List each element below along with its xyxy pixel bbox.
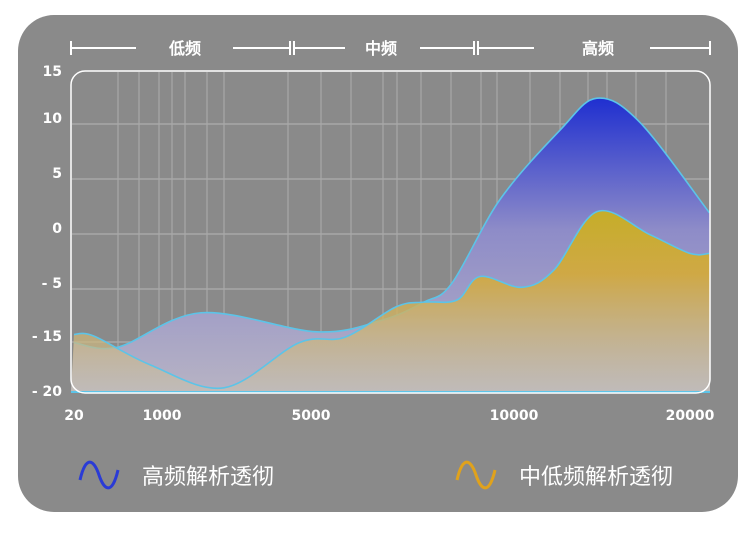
- y-tick-label: - 15: [32, 329, 62, 345]
- x-tick-label: 20: [64, 408, 84, 424]
- series-area-1: [71, 210, 710, 392]
- x-tick-label: 10000: [490, 408, 539, 424]
- x-tick-label: 5000: [292, 408, 331, 424]
- legend-item-midlow: 中低频解析透彻: [455, 455, 673, 495]
- x-tick-label: 20000: [666, 408, 715, 424]
- series-line-1: [73, 209, 710, 390]
- y-tick-label: 10: [43, 111, 63, 127]
- band-label: 中频: [365, 39, 397, 58]
- plot-frame: [70, 70, 711, 394]
- band-label: 低频: [168, 39, 201, 58]
- blue-wave-icon: [78, 460, 120, 490]
- y-tick-label: 15: [43, 64, 62, 80]
- y-tick-label: - 5: [42, 276, 62, 292]
- orange-wave-icon: [455, 460, 497, 490]
- y-tick-label: - 20: [32, 384, 62, 400]
- legend-item-high: 高频解析透彻: [78, 455, 274, 495]
- y-tick-label: 5: [52, 166, 62, 182]
- legend-label: 中低频解析透彻: [519, 465, 674, 490]
- x-tick-label: 1000: [143, 408, 182, 424]
- series-line-0: [73, 97, 710, 350]
- band-label: 高频: [582, 39, 614, 58]
- y-tick-label: 0: [52, 221, 62, 237]
- legend-label: 高频解析透彻: [142, 465, 275, 490]
